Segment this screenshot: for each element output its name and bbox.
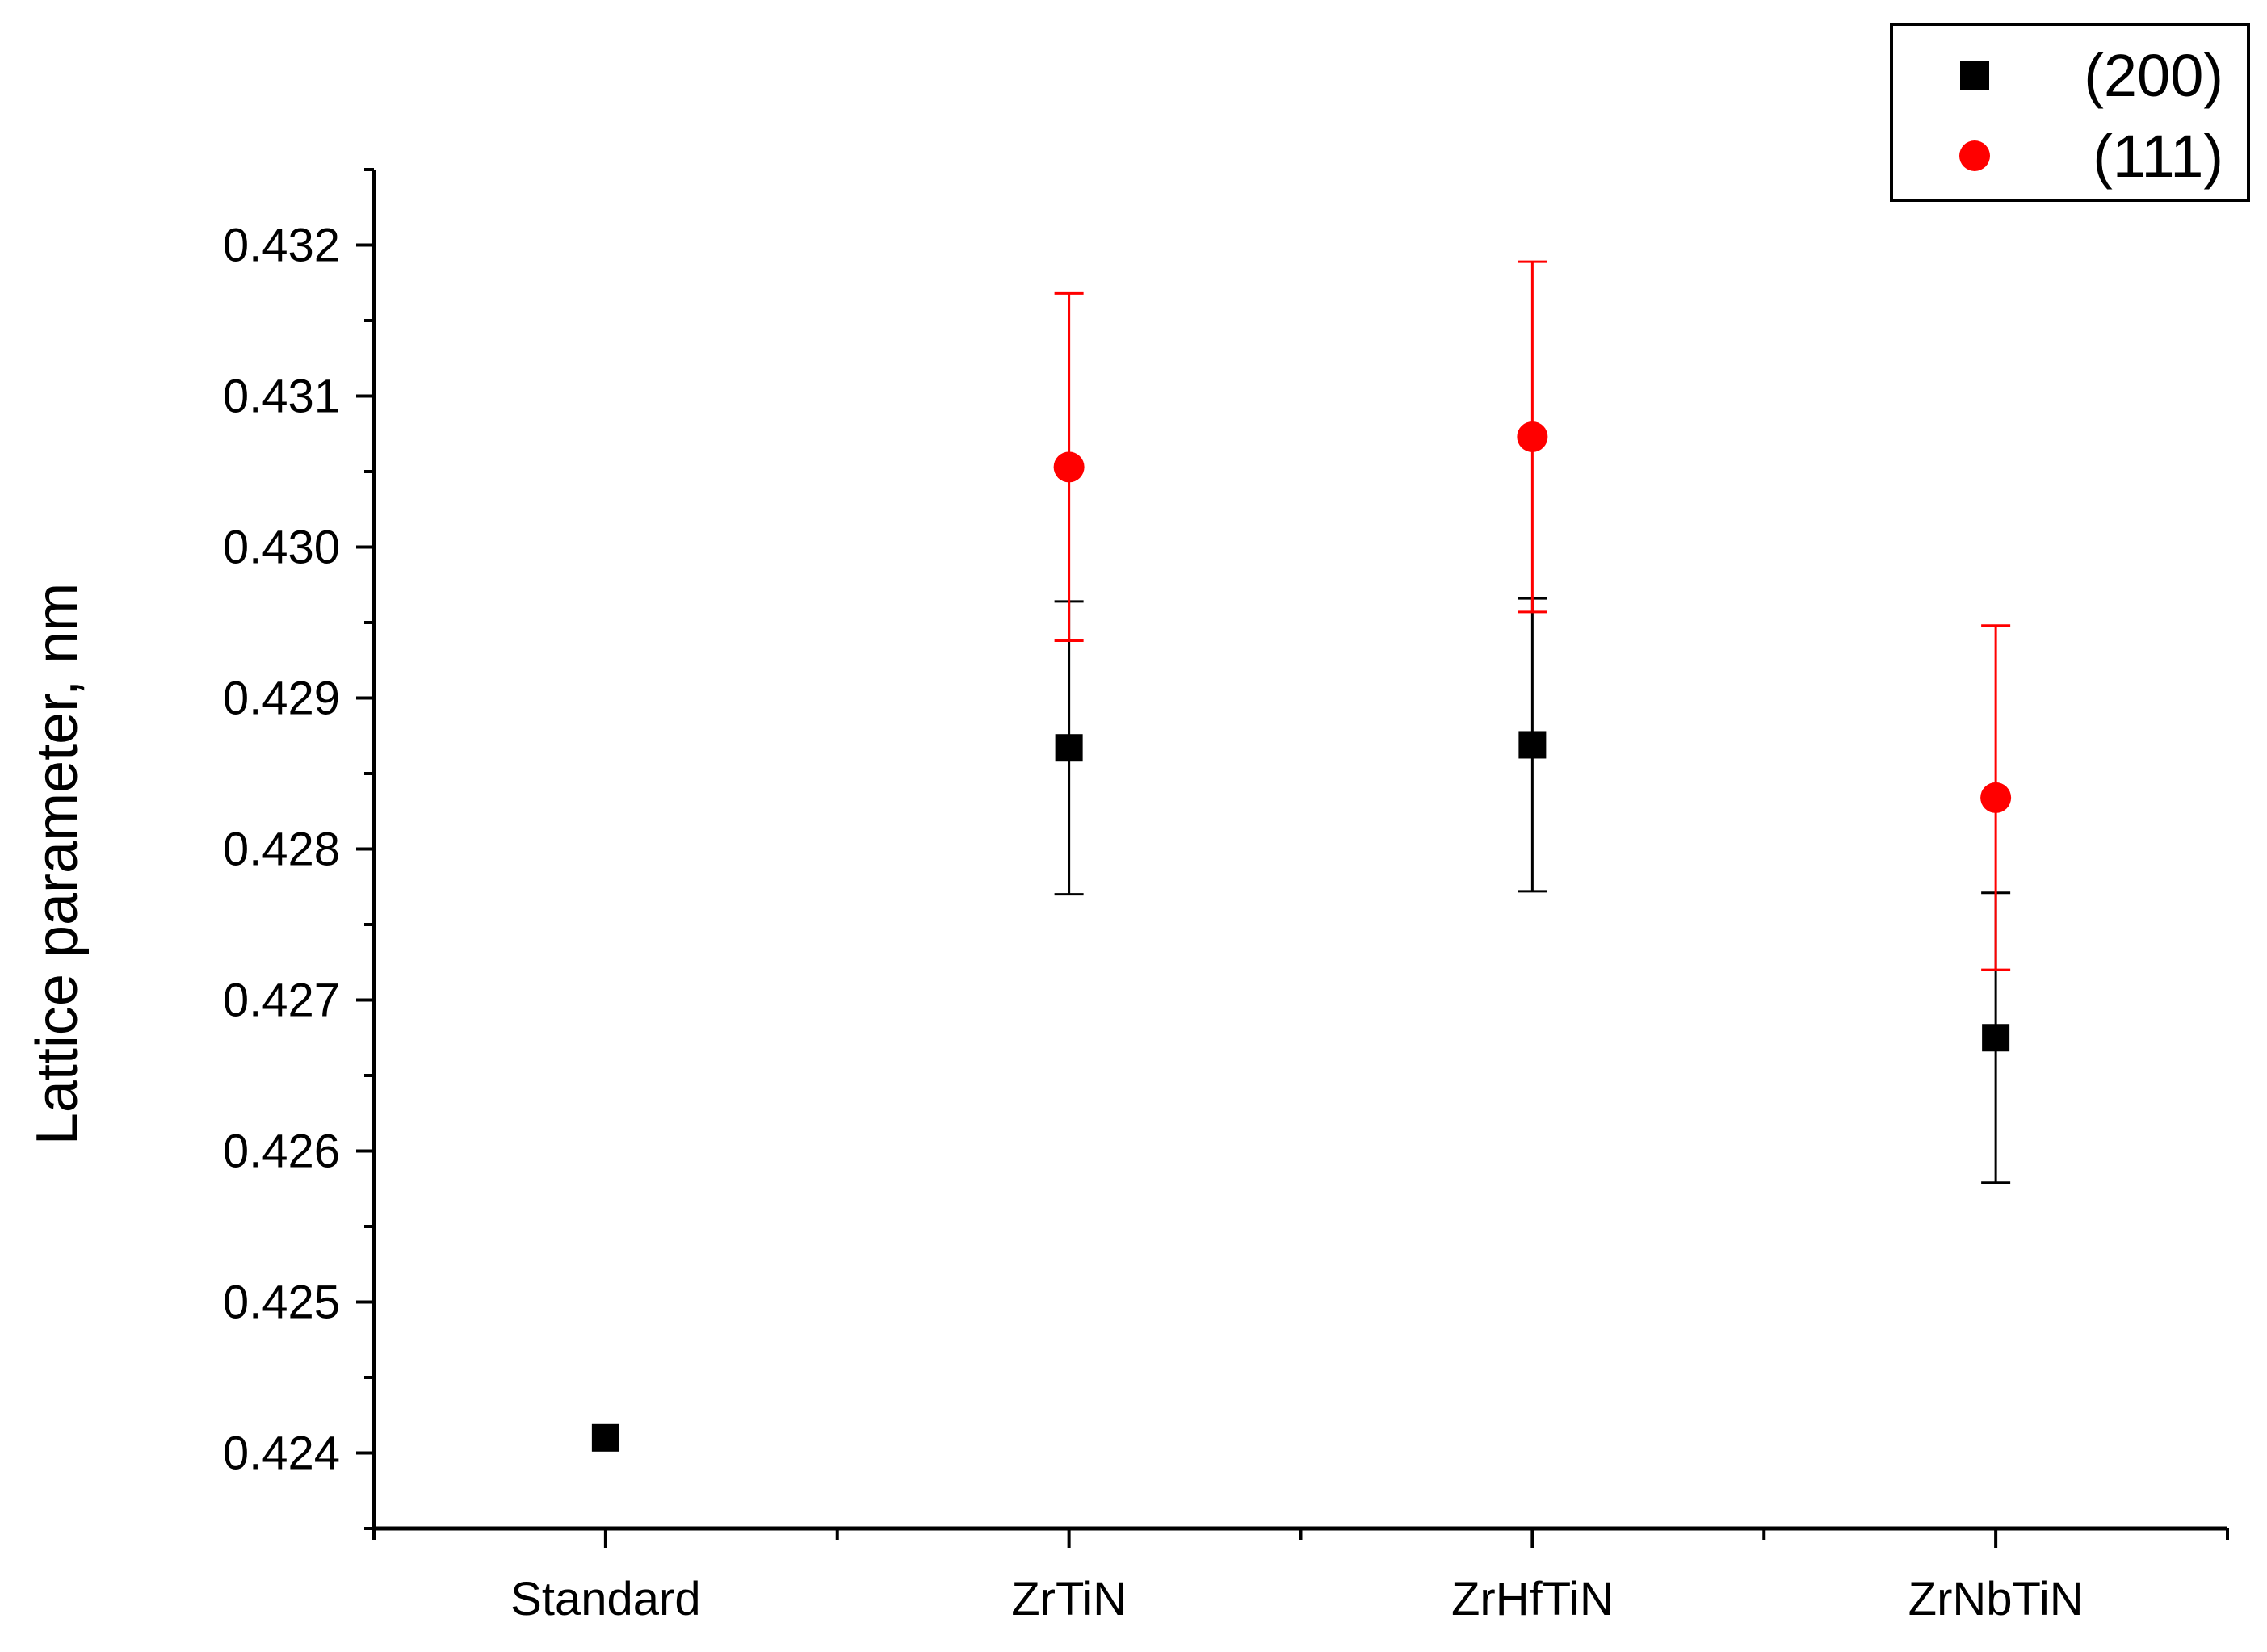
legend-marker-200 xyxy=(1960,61,1989,90)
data-point-circle xyxy=(1517,421,1548,452)
y-axis-ticks: 0.424 0.425 0.426 0.427 0.428 0.429 0.430 0.431… xyxy=(223,168,374,1530)
x-tick-label: ZrHfTiN xyxy=(1451,1573,1614,1625)
data-point-circle xyxy=(1053,451,1085,483)
y-tick-label: 0.427 xyxy=(223,975,340,1027)
series-layer xyxy=(591,260,2012,1452)
data-point-circle xyxy=(1980,782,2012,813)
data-point-square xyxy=(1982,1024,2010,1052)
x-tick-label: ZrTiN xyxy=(1011,1573,1127,1625)
x-tick-label: Standard xyxy=(510,1573,700,1625)
legend-label-111: (111) xyxy=(2093,123,2223,190)
y-axis-title: Lattice parameter, nm xyxy=(25,583,90,1145)
legend: (200) (111) xyxy=(1890,23,2250,202)
y-tick-label: 0.430 xyxy=(223,522,340,574)
legend-label-200: (200) xyxy=(2084,42,2223,109)
data-point-square xyxy=(1055,734,1083,762)
data-point-square xyxy=(591,1423,619,1452)
y-tick-label: 0.425 xyxy=(223,1277,340,1329)
x-tick-label: ZrNbTiN xyxy=(1908,1573,2084,1625)
y-tick-label: 0.429 xyxy=(223,673,340,725)
data-point-square xyxy=(1518,731,1547,759)
y-tick-label: 0.428 xyxy=(223,824,340,876)
legend-marker-111 xyxy=(1959,140,1990,171)
y-tick-label: 0.424 xyxy=(223,1428,340,1480)
legend-box xyxy=(1890,23,2250,202)
y-tick-label: 0.432 xyxy=(223,220,340,272)
y-tick-label: 0.426 xyxy=(223,1126,340,1178)
x-axis-ticks: Standard ZrTiN ZrHfTiN ZrNbTiN xyxy=(372,1528,2229,1625)
y-tick-label: 0.431 xyxy=(223,371,340,423)
axes xyxy=(372,170,2227,1531)
